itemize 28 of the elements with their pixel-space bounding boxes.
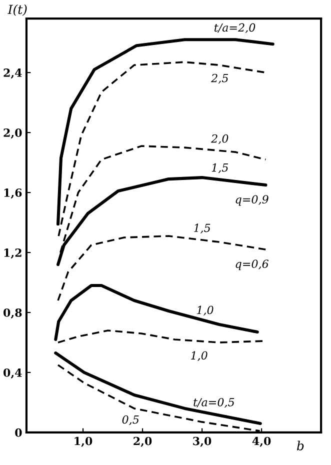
x-tick-label: 4,0 [252, 436, 271, 447]
series-label: 1,0 [196, 306, 214, 316]
series-label: t/a=0,5 [194, 398, 234, 408]
series-label: 1,0 [191, 351, 208, 361]
y-tick-label: 0 [15, 428, 22, 437]
x-tick-label: 1,0 [74, 436, 92, 447]
series-label: 0,5 [122, 415, 139, 426]
series-label: 1,5 [194, 224, 210, 234]
series-label: t/a=2,0 [214, 23, 256, 34]
x-axis-title: b [296, 440, 304, 450]
x-tick-label: 3,0 [193, 436, 212, 447]
y-tick-label: 1,2 [4, 248, 22, 259]
series-label: 1,5 [212, 163, 228, 174]
line-series [57, 330, 266, 344]
series-label: 2,0 [211, 134, 228, 144]
y-tick-label: 0,8 [4, 308, 22, 319]
x-tick-label: 2,0 [134, 436, 152, 447]
line-series [54, 284, 259, 342]
y-axis-title: I(t) [8, 4, 27, 16]
y-tick-label: 2,4 [4, 68, 22, 79]
y-tick-label: 0,4 [4, 368, 22, 379]
annotation: q=0,9 [236, 195, 268, 206]
y-tick-label: 2,0 [4, 128, 22, 139]
annotation: q=0,6 [236, 260, 269, 270]
line-series [57, 235, 267, 302]
line-series [54, 351, 262, 425]
y-tick-label: 1,6 [4, 188, 22, 199]
series-label: 2,5 [211, 74, 228, 84]
